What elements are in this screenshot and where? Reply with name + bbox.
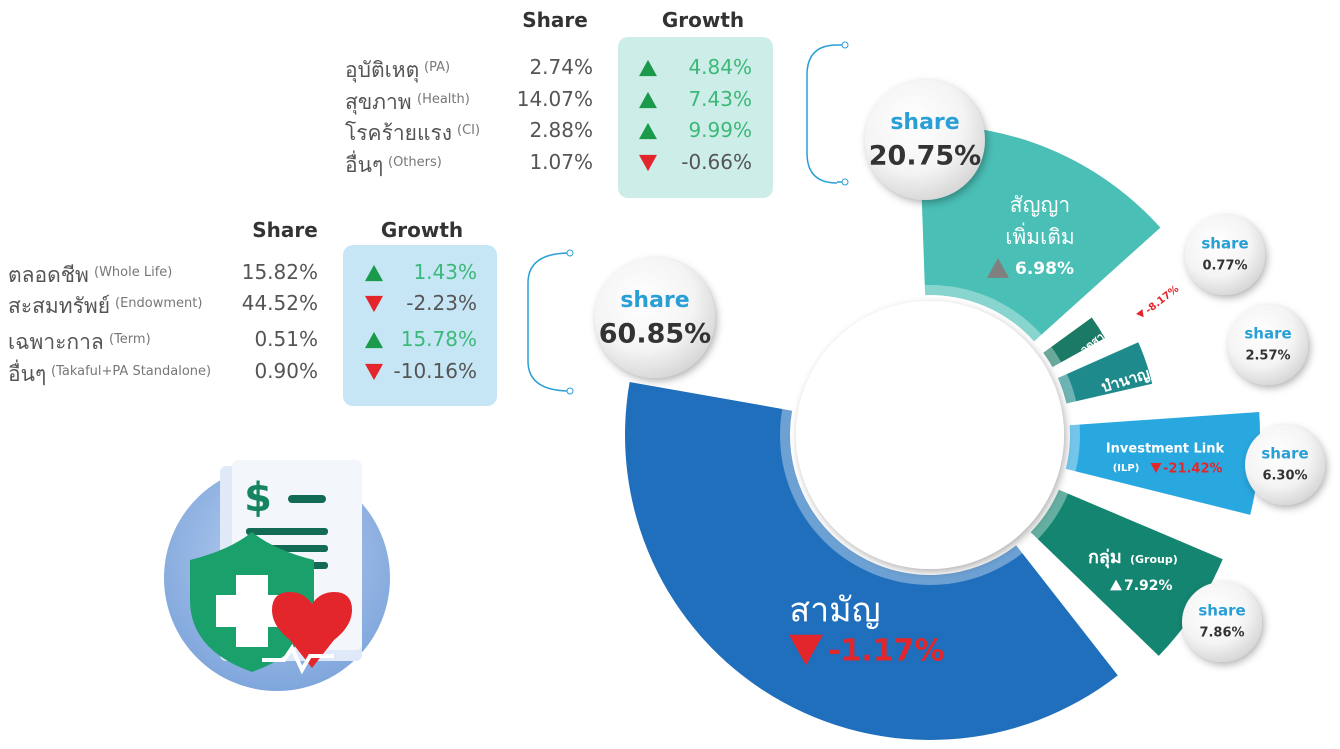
row-share: 1.07%	[529, 150, 593, 174]
segment-label: Investment Link	[1106, 442, 1225, 457]
row-name: อื่นๆ	[345, 149, 383, 182]
segment-label: กลุ่ม	[1088, 547, 1122, 569]
row-sub: (PA)	[424, 60, 450, 75]
share-label: share	[890, 110, 959, 135]
row-growth: 15.78%	[401, 327, 477, 351]
share-bubble	[1185, 215, 1265, 295]
row-growth: 7.43%	[688, 87, 752, 111]
row-growth: -10.16%	[394, 359, 477, 383]
row-growth: 9.99%	[688, 118, 752, 142]
share-value: 2.57%	[1245, 349, 1290, 364]
bracket-dot	[842, 42, 848, 48]
share-label: share	[1201, 234, 1248, 252]
page: $ สัญญาเพิ่มเติม6.98%อุตสาหกรรม(Industri…	[0, 0, 1340, 749]
segment-growth: -21.42%	[1163, 462, 1223, 477]
share-value: 60.85%	[599, 318, 711, 349]
share-value: 0.77%	[1202, 259, 1247, 274]
column-header: Share	[225, 218, 345, 242]
row-name: เฉพาะกาล	[8, 326, 104, 359]
bracket-dot	[567, 388, 573, 394]
row-share: 0.51%	[254, 327, 318, 351]
share-label: share	[1261, 444, 1308, 462]
inner-circle	[796, 301, 1064, 569]
row-sub: (Health)	[417, 92, 470, 107]
segment-sublabel: (ILP)	[1113, 463, 1140, 474]
icon-symbol: $	[244, 475, 272, 521]
row-share: 2.74%	[529, 55, 593, 79]
row-growth: 4.84%	[688, 55, 752, 79]
segment-sublabel: เพิ่มเติม	[1005, 222, 1075, 249]
row-share: 2.88%	[529, 118, 593, 142]
row-share: 14.07%	[517, 87, 593, 111]
row-sub: (Others)	[388, 155, 442, 170]
column-header: Growth	[362, 218, 482, 242]
share-bubble	[1228, 305, 1308, 385]
bracket-dot	[842, 179, 848, 185]
row-sub: (Term)	[109, 332, 151, 347]
row-name: อื่นๆ	[8, 358, 46, 391]
bracket-dot	[567, 250, 573, 256]
row-sub: (CI)	[457, 123, 480, 138]
share-value: 7.86%	[1199, 626, 1244, 641]
column-header: Share	[495, 8, 615, 32]
bracket	[528, 253, 570, 391]
row-name: โรคร้ายแรง	[345, 117, 452, 150]
share-label: share	[1198, 601, 1245, 619]
share-bubble	[1245, 425, 1325, 505]
row-share: 15.82%	[242, 260, 318, 284]
bracket	[807, 45, 845, 183]
row-name: อุบัติเหตุ	[345, 54, 419, 87]
segment-label: สัญญา	[1010, 193, 1070, 217]
segment-growth: 6.98%	[1015, 259, 1074, 279]
segment-growth: 7.92%	[1124, 578, 1173, 594]
row-growth: -2.23%	[406, 291, 477, 315]
row-name: สุขภาพ	[345, 86, 412, 119]
row-share: 0.90%	[254, 359, 318, 383]
icon: $	[164, 460, 390, 691]
share-label: share	[620, 288, 689, 313]
segment-sublabel: (Group)	[1130, 553, 1178, 566]
segment-growth: -1.17%	[828, 634, 945, 669]
row-name: สะสมทรัพย์	[8, 290, 110, 323]
row-growth: 1.43%	[413, 260, 477, 284]
trend-arrow	[1161, 375, 1173, 387]
row-growth: -0.66%	[681, 150, 752, 174]
share-label: share	[1244, 324, 1291, 342]
row-sub: (Takaful+PA Standalone)	[51, 364, 211, 379]
row-sub: (Endowment)	[115, 296, 202, 311]
row-sub: (Whole Life)	[94, 265, 172, 280]
share-value: 6.30%	[1262, 469, 1307, 484]
column-header: Growth	[643, 8, 763, 32]
row-share: 44.52%	[242, 291, 318, 315]
share-value: 20.75%	[869, 140, 981, 171]
segment-label: สามัญ	[789, 591, 880, 631]
row-name: ตลอดชีพ	[8, 259, 89, 292]
share-bubble	[1182, 582, 1262, 662]
